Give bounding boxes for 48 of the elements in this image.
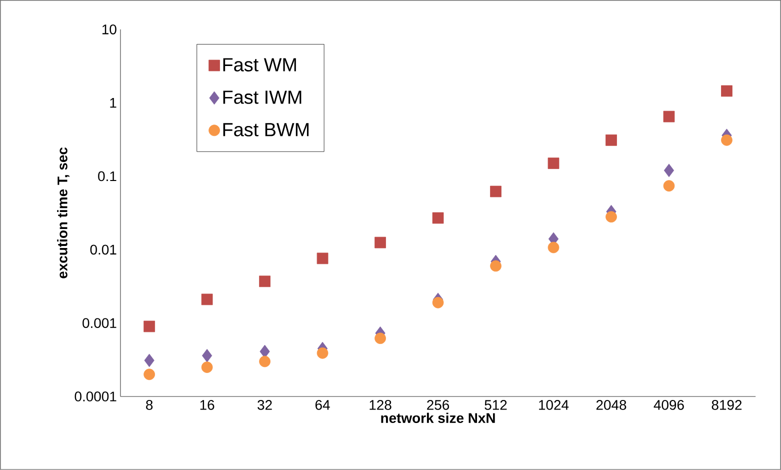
y-tick-label: 0.01 xyxy=(90,244,116,255)
x-tick-label: 512 xyxy=(484,400,507,410)
x-tick-label: 128 xyxy=(370,400,392,410)
point xyxy=(144,354,154,368)
y-tick-label: 1 xyxy=(110,98,116,108)
point xyxy=(374,236,386,248)
x-tick-label: 8 xyxy=(146,400,153,410)
point xyxy=(548,158,560,170)
legend-label: Fast BWM xyxy=(223,123,309,136)
point xyxy=(201,362,213,374)
x-tick-label: 64 xyxy=(315,400,330,410)
point xyxy=(606,134,617,146)
x-tick-label: 2048 xyxy=(596,400,626,410)
x-tick-label: 32 xyxy=(258,400,272,410)
point xyxy=(316,252,328,264)
point xyxy=(144,320,155,332)
y-axis-title: excution time T, sec xyxy=(57,148,70,278)
point xyxy=(259,356,270,368)
legend-label: Fast WM xyxy=(223,58,296,72)
x-tick-label: 4096 xyxy=(654,400,684,410)
point xyxy=(259,276,270,288)
x-tick-label: 1024 xyxy=(539,400,569,410)
point xyxy=(721,134,732,146)
point xyxy=(606,211,617,223)
point xyxy=(663,180,675,192)
legend-label: Fast IWM xyxy=(223,90,302,104)
y-tick-label: 0.0001 xyxy=(74,392,116,402)
point xyxy=(721,85,732,97)
point xyxy=(144,368,155,380)
point xyxy=(316,347,328,359)
y-tick-label: 0.1 xyxy=(98,171,116,182)
point xyxy=(202,349,212,362)
point xyxy=(490,186,502,198)
point xyxy=(490,260,502,272)
point xyxy=(663,110,675,122)
point xyxy=(664,164,674,178)
x-tick-label: 256 xyxy=(427,400,450,410)
y-tick-label: 0.001 xyxy=(82,318,116,328)
y-tick-label: 10 xyxy=(102,24,116,34)
x-tick-label: 8192 xyxy=(712,400,742,410)
x-tick-label: 16 xyxy=(200,400,214,410)
point xyxy=(548,242,560,254)
x-axis-title: network size NxN xyxy=(381,412,495,424)
point xyxy=(201,294,213,306)
point xyxy=(432,296,444,308)
point xyxy=(432,212,444,224)
point xyxy=(374,332,386,344)
point xyxy=(260,344,270,358)
